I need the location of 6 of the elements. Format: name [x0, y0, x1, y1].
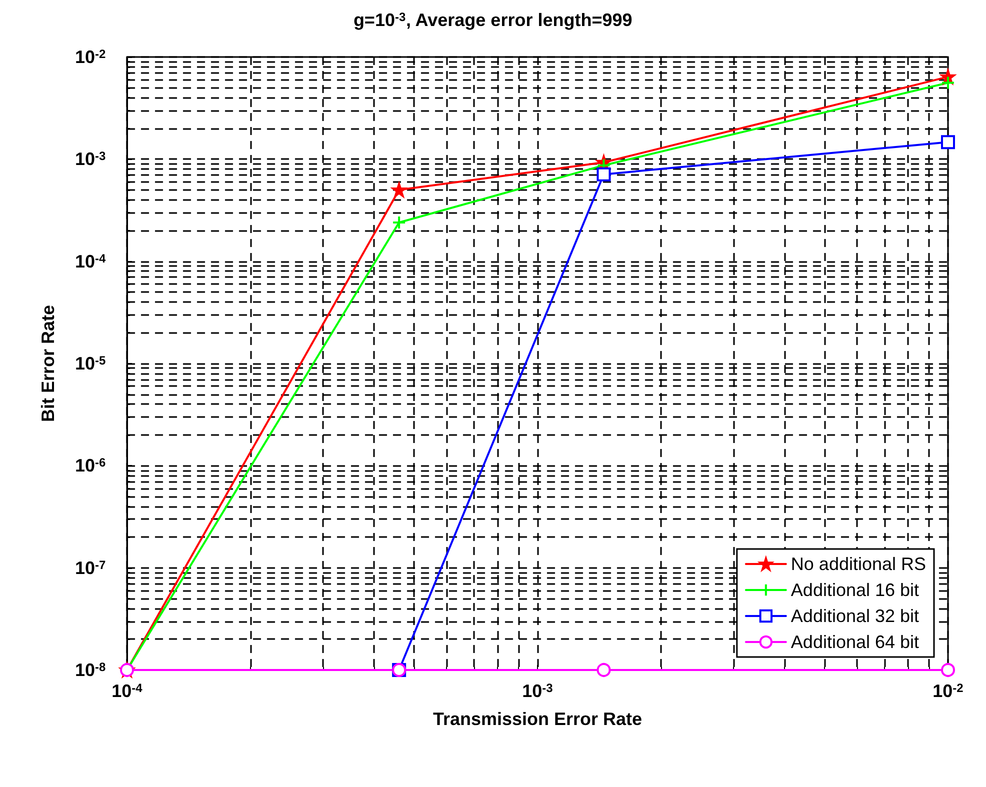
x-axis-title: Transmission Error Rate — [432, 709, 642, 729]
y-axis-title: Bit Error Rate — [38, 304, 58, 422]
legend-label: Additional 64 bit — [790, 632, 920, 652]
legend-label: Additional 32 bit — [790, 606, 920, 626]
legend-label: No additional RS — [790, 554, 926, 574]
legend-label: Additional 16 bit — [790, 580, 920, 600]
